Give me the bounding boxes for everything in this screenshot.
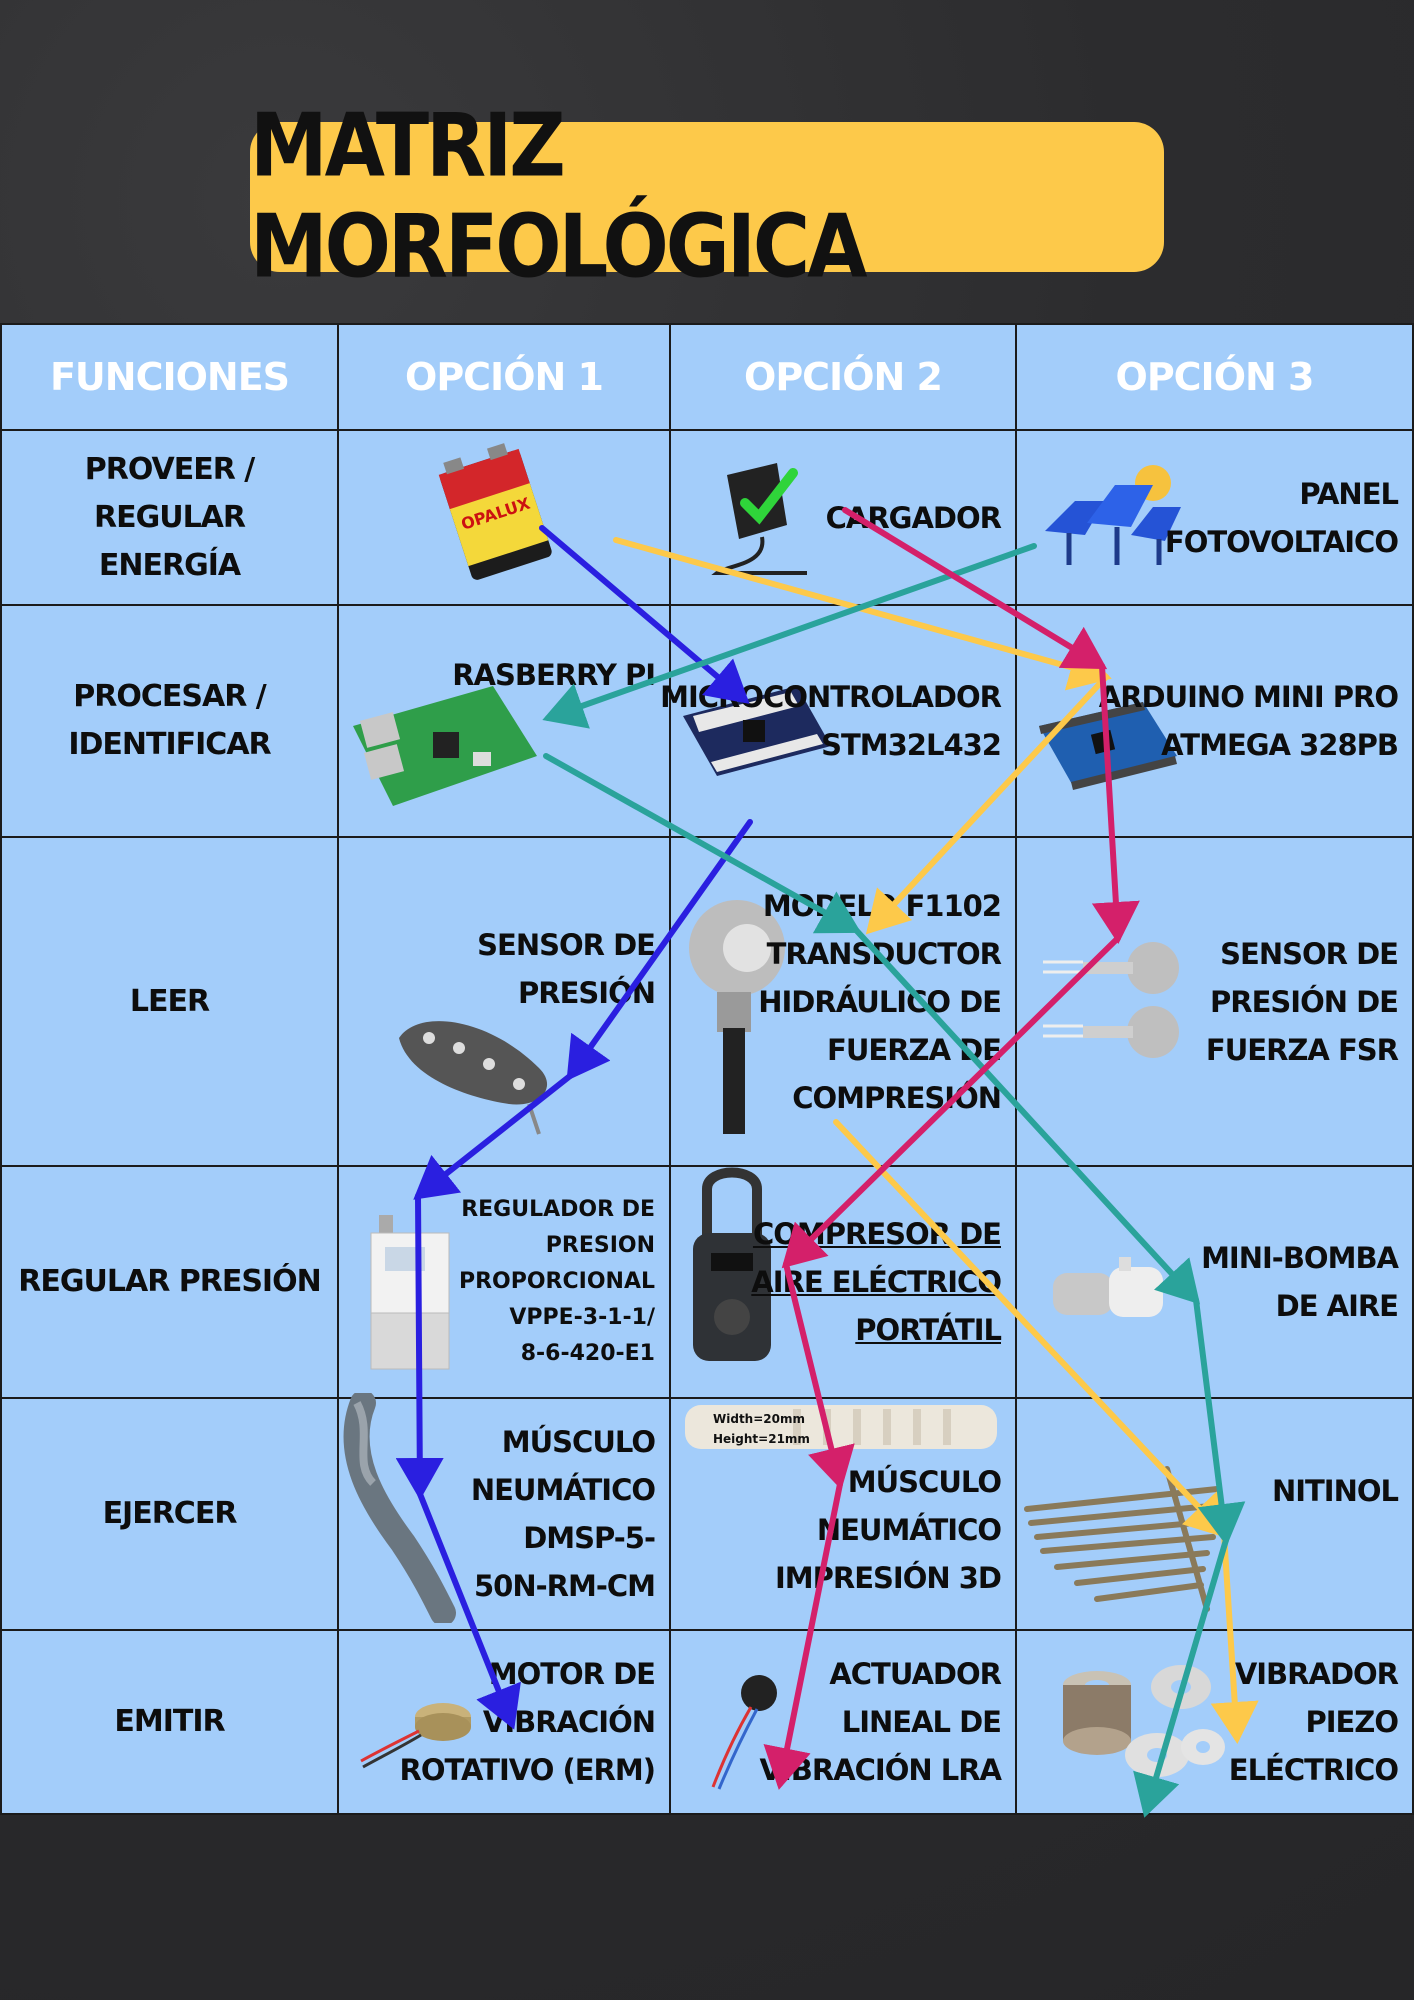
pressure-insole-icon	[399, 1021, 548, 1135]
solar-panel-icon	[1045, 465, 1181, 565]
battery-9v-icon: OPALUX	[438, 443, 552, 580]
option-musculo-neumatico-cell[interactable]: MÚSCULO NEUMÁTICO DMSP-5- 50N-RM-CM	[337, 1393, 671, 1631]
label-fsr: SENSOR DE PRESIÓN DE FUERZA FSR	[1205, 936, 1399, 1067]
pneumatic-muscle-icon	[343, 1393, 456, 1623]
option-nitinol-cell[interactable]: NITINOL	[1015, 1397, 1414, 1631]
option-piezo-cell[interactable]: VIBRADOR PIEZO ELÉCTRICO	[1015, 1629, 1414, 1815]
function-proveer-energia: PROVEER / REGULAR ENERGÍA	[0, 429, 339, 606]
option-erm-cell[interactable]: MOTOR DE VIBRACIÓN ROTATIVO (ERM)	[337, 1629, 671, 1815]
option-cargador-cell[interactable]: CARGADOR	[669, 429, 1017, 606]
charger-icon	[711, 463, 807, 575]
label-compresor: COMPRESOR DE AIRE ELÉCTRICO PORTÁTIL	[751, 1217, 1002, 1347]
option-regulador-cell[interactable]: REGULADOR DE PRESION PROPORCIONAL VPPE-3…	[337, 1165, 671, 1399]
nitinol-wires-icon	[1024, 1466, 1224, 1612]
label-transductor: MODELO F1102 TRANSDUCTOR HIDRÁULICO DE F…	[758, 888, 1002, 1115]
label-panel-fotovoltaico: PANEL FOTOVOLTAICO	[1164, 476, 1399, 559]
label-stm32: MICROCONTROLADOR STM32L432	[660, 680, 1002, 762]
option-stm32-cell[interactable]: MICROCONTROLADOR STM32L432	[660, 604, 1017, 838]
label-musculo-3d: MÚSCULO NEUMÁTICO IMPRESIÓN 3D	[775, 1465, 1002, 1596]
option-minibomba-cell[interactable]: MINI-BOMBA DE AIRE	[1015, 1165, 1414, 1399]
label-erm: MOTOR DE VIBRACIÓN ROTATIVO (ERM)	[399, 1657, 656, 1787]
option-musculo-3d-cell[interactable]: Width=20mm Height=21mm MÚSCULO NEUMÁTICO…	[669, 1397, 1017, 1631]
label-nitinol: NITINOL	[1271, 1474, 1399, 1508]
pressure-regulator-icon	[370, 1215, 450, 1370]
piezo-discs-icon	[1063, 1665, 1225, 1777]
option-raspberry-cell[interactable]: RASBERRY PI	[337, 604, 671, 838]
label-arduino: ARDUINO MINI PRO ATMEGA 328PB	[1098, 680, 1399, 762]
label-cargador: CARGADOR	[825, 500, 1002, 535]
function-emitir: EMITIR	[0, 1629, 339, 1815]
header-opcion-2: OPCIÓN 2	[669, 323, 1017, 431]
mini-pump-icon	[1053, 1257, 1163, 1317]
label-sensor-presion: SENSOR DE PRESIÓN	[477, 927, 656, 1010]
lra-actuator-icon	[711, 1675, 777, 1790]
label-raspberry: RASBERRY PI	[452, 658, 656, 692]
header-opcion-3: OPCIÓN 3	[1015, 323, 1414, 431]
label-musculo-neumatico: MÚSCULO NEUMÁTICO DMSP-5- 50N-RM-CM	[470, 1425, 656, 1603]
option-fsr-cell[interactable]: SENSOR DE PRESIÓN DE FUERZA FSR	[1015, 836, 1414, 1167]
raspberry-pi-board-icon	[353, 686, 537, 806]
label-lra: ACTUADOR LINEAL DE VIBRACIÓN LRA	[759, 1657, 1002, 1787]
page-title: MATRIZ MORFOLÓGICA	[250, 96, 867, 298]
function-regular-presion: REGULAR PRESIÓN	[0, 1165, 339, 1399]
label-regulador: REGULADOR DE PRESION PROPORCIONAL VPPE-3…	[458, 1197, 655, 1366]
air-compressor-icon	[693, 1167, 771, 1361]
title-banner: MATRIZ MORFOLÓGICA	[250, 96, 1164, 298]
option-battery-cell: OPALUX	[337, 429, 671, 606]
label-piezo: VIBRADOR PIEZO ELÉCTRICO	[1228, 1657, 1399, 1787]
width-dimension-label: Width=20mm	[713, 1412, 805, 1426]
printed-muscle-icon: Width=20mm Height=21mm	[685, 1405, 997, 1449]
label-minibomba: MINI-BOMBA DE AIRE	[1201, 1241, 1399, 1323]
option-arduino-cell[interactable]: ARDUINO MINI PRO ATMEGA 328PB	[1015, 604, 1414, 838]
function-procesar: PROCESAR / IDENTIFICAR	[0, 604, 339, 838]
header-opcion-1: OPCIÓN 1	[337, 323, 671, 431]
function-leer: LEER	[0, 836, 339, 1167]
fsr-sensor-icon	[1043, 942, 1179, 1058]
option-lra-cell[interactable]: ACTUADOR LINEAL DE VIBRACIÓN LRA	[669, 1629, 1017, 1815]
option-transductor-cell[interactable]: MODELO F1102 TRANSDUCTOR HIDRÁULICO DE F…	[669, 836, 1017, 1167]
option-sensor-presion-cell[interactable]: SENSOR DE PRESIÓN	[337, 836, 671, 1167]
height-dimension-label: Height=21mm	[713, 1432, 810, 1446]
option-panel-cell[interactable]: PANEL FOTOVOLTAICO	[1015, 429, 1414, 606]
function-ejercer: EJERCER	[0, 1397, 339, 1631]
header-funciones: FUNCIONES	[0, 323, 339, 431]
option-compresor-cell[interactable]: COMPRESOR DE AIRE ELÉCTRICO PORTÁTIL	[669, 1165, 1017, 1399]
